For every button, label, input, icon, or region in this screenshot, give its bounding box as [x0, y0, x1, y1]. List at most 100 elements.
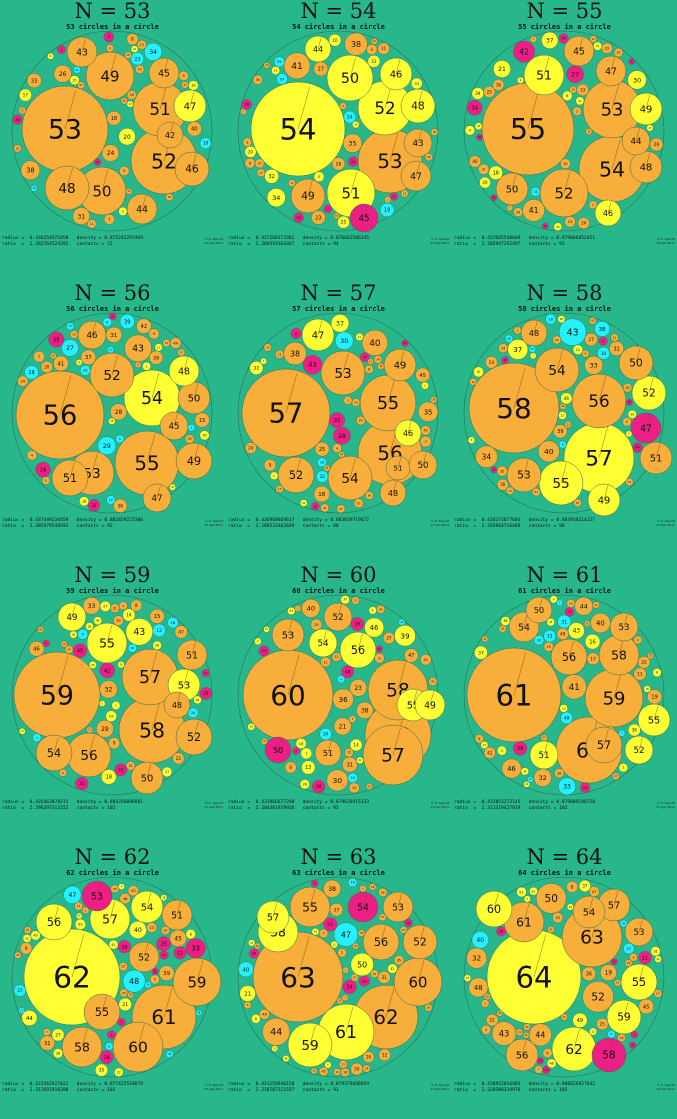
packed-circle: 10 — [106, 495, 116, 505]
circle-label: 25 — [600, 1021, 606, 1026]
packed-circle: 47 — [630, 412, 662, 444]
packed-circle: 55 — [637, 703, 671, 737]
packed-circle: 24 — [498, 343, 509, 354]
packed-circle: 44 — [170, 337, 182, 349]
circle-label: 21 — [493, 469, 496, 472]
circle-label: 1 — [592, 203, 594, 207]
packed-circle: 23 — [14, 951, 22, 959]
packed-circle: 16 — [492, 78, 505, 91]
circle-label: 17 — [165, 770, 169, 774]
circle-label: 52 — [374, 98, 395, 118]
packed-circle: 16 — [362, 1051, 375, 1063]
credit-date: 27-Apr-2011 — [656, 523, 675, 527]
packed-circle: 8 — [566, 880, 579, 893]
packed-circle: 17 — [353, 498, 364, 509]
packed-circle: 18 — [617, 1033, 626, 1043]
circle-label: 29 — [262, 649, 267, 653]
packed-circle: 15 — [359, 352, 370, 362]
packed-circle: 44 — [304, 35, 332, 63]
packed-circle: 41 — [53, 355, 69, 372]
circle-label: 46 — [403, 429, 413, 438]
circle-label: 40 — [202, 433, 206, 437]
container-circle — [463, 30, 665, 232]
credit-date: 27-Apr-2011 — [204, 1087, 223, 1091]
circle-label: 50 — [506, 185, 519, 196]
packed-circle: 24 — [187, 707, 199, 719]
circle-label: 22 — [490, 1018, 496, 1023]
packed-circle: 23 — [349, 679, 367, 697]
packed-circle: 23 — [483, 85, 496, 98]
circle-label: 10 — [266, 345, 270, 349]
circle-label: 34 — [72, 332, 76, 336]
packed-circle: 25 — [399, 926, 408, 934]
circle-label: 37 — [582, 883, 588, 888]
circle-label: 35 — [397, 958, 401, 962]
packed-circle: 14 — [485, 356, 498, 369]
packed-circle: 25 — [552, 335, 562, 345]
credit-date: 27-Apr-2011 — [204, 241, 223, 245]
circle-label: 24 — [379, 607, 383, 611]
circle-label: 35 — [525, 1034, 528, 1037]
circle-label: 29 — [657, 958, 661, 961]
circle-label: 8 — [656, 671, 658, 675]
packed-circle: 54 — [35, 734, 73, 772]
circle-label: 1 — [602, 339, 604, 343]
circle-label: 34 — [129, 994, 132, 997]
packed-circle: 7 — [103, 213, 115, 225]
circle-label: 31 — [110, 333, 117, 339]
packed-circle: 55 — [538, 460, 584, 506]
packed-circle: 52 — [624, 735, 654, 765]
stats-block: radius = 0.435463878215 density = 0.8843… — [2, 800, 224, 811]
circle-label: 4 — [314, 882, 316, 885]
packed-circle: 55 — [620, 963, 658, 1001]
circle-label: 51 — [323, 749, 333, 758]
circle-label: 16 — [335, 215, 338, 218]
circle-label: 5 — [569, 610, 571, 614]
packed-circle: 22 — [486, 1013, 499, 1027]
packed-circle: 51 — [161, 899, 193, 931]
packed-circle: 49 — [587, 483, 621, 517]
packed-circle: 30 — [627, 70, 647, 90]
packed-circle: 10 — [160, 925, 170, 936]
circle-packing-diagram: 5655545352515049484746454443424140393837… — [11, 312, 213, 514]
circle-label: 24 — [365, 1067, 369, 1071]
packed-circle: 24 — [580, 782, 591, 793]
circle-label: 57 — [597, 739, 611, 752]
circle-label: 17 — [121, 965, 125, 969]
packed-circle: 50 — [350, 952, 374, 977]
packed-circle: 11 — [320, 656, 331, 668]
packed-circle: 1 — [598, 336, 608, 346]
circle-label: 53 — [633, 928, 644, 938]
packed-circle: 31 — [609, 341, 624, 356]
packed-circle: 22 — [114, 1067, 124, 1077]
packed-circle: 9 — [178, 70, 189, 81]
packed-circle: 48 — [341, 665, 354, 679]
packed-circle: 61 — [466, 647, 562, 743]
packed-circle: 22 — [49, 352, 57, 360]
packed-circle: 37 — [330, 314, 350, 333]
circle-label: 6 — [585, 352, 587, 356]
circle-label: 41 — [529, 206, 539, 215]
packed-circle: 2 — [81, 906, 90, 915]
circle-label: 25 — [96, 161, 100, 164]
packed-circle: 19 — [317, 457, 327, 468]
circle-label: 18 — [343, 1071, 347, 1075]
circle-label: 28 — [115, 410, 123, 416]
packed-circle: 20 — [119, 988, 129, 998]
circle-label: 21 — [498, 66, 506, 73]
credit: © E. Specht 27-Apr-2011 — [656, 519, 675, 527]
packed-circle: 35 — [583, 620, 591, 628]
packed-circle: 6 — [102, 317, 112, 327]
packed-circle: 39 — [619, 919, 628, 928]
circle-label: 52 — [138, 952, 150, 963]
packed-circle: 43 — [124, 334, 152, 363]
circle-label: 4 — [469, 129, 471, 133]
packed-circle: 6 — [478, 163, 490, 175]
packed-circle: 46 — [364, 617, 385, 638]
packed-circle: 3 — [481, 1024, 491, 1035]
circle-label: 3 — [501, 749, 503, 753]
packed-circle: 18 — [340, 1067, 350, 1077]
circle-label: 49 — [301, 191, 314, 203]
circle-label: 48 — [178, 366, 190, 377]
packed-circle: 38 — [283, 342, 307, 366]
